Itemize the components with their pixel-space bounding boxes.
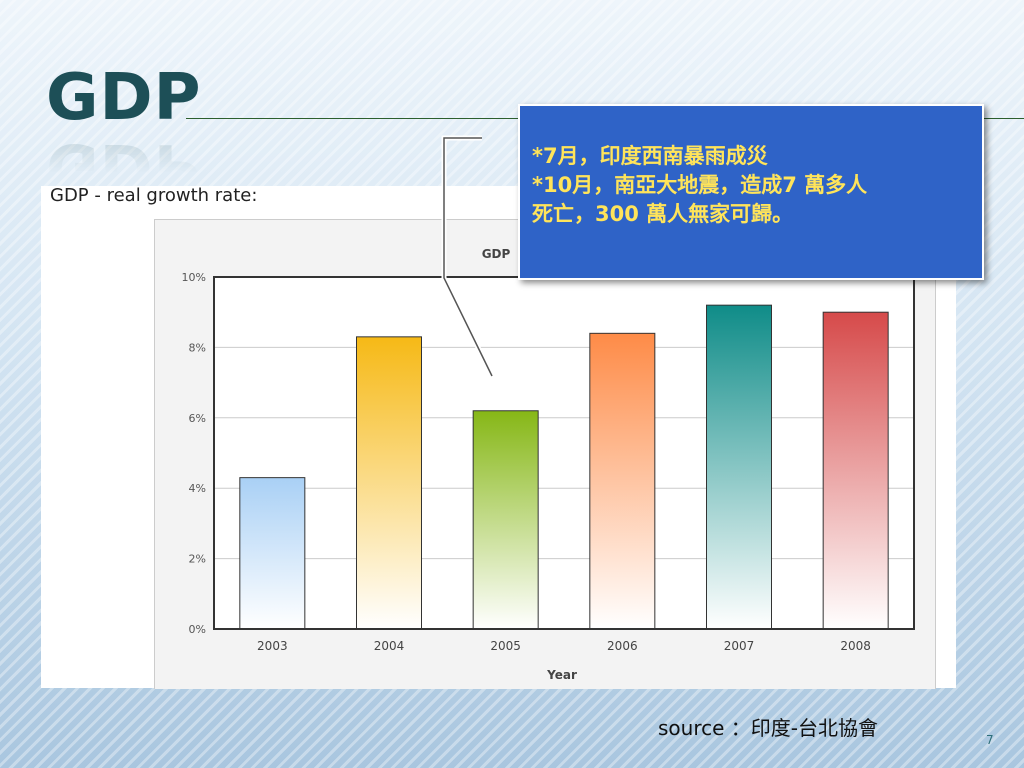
callout-line-1: *7月，印度西南暴雨成災 <box>532 144 768 168</box>
y-tick-label: 0% <box>189 623 206 636</box>
event-callout: *7月，印度西南暴雨成災 *10月，南亞大地震，造成7 萬多人 死亡，300 萬… <box>518 104 984 280</box>
y-tick-label: 6% <box>189 412 206 425</box>
chart-title: GDP <box>482 247 511 261</box>
bar <box>472 410 539 630</box>
bar <box>239 477 306 630</box>
page-number: 7 <box>986 733 994 747</box>
x-tick-label: 2004 <box>374 639 405 653</box>
x-tick-label: 2007 <box>724 639 755 653</box>
bar <box>356 336 422 630</box>
x-axis-label: Year <box>546 668 577 682</box>
y-tick-label: 4% <box>189 482 206 495</box>
x-tick-label: 2008 <box>840 639 871 653</box>
bar <box>589 332 656 630</box>
callout-line-2: *10月，南亞大地震，造成7 萬多人 <box>532 173 868 197</box>
slide-title: GDP <box>46 61 202 135</box>
plot-area <box>214 277 914 629</box>
x-tick-label: 2005 <box>490 639 521 653</box>
x-tick-label: 2003 <box>257 639 288 653</box>
x-tick-label: 2006 <box>607 639 638 653</box>
bar <box>822 311 889 630</box>
bar <box>706 304 772 630</box>
y-tick-label: 8% <box>189 341 206 354</box>
y-tick-label: 10% <box>182 271 206 284</box>
source-note: source ：印度-台北協會 <box>658 716 878 740</box>
callout-line-3: 死亡，300 萬人無家可歸。 <box>532 202 794 226</box>
y-tick-label: 2% <box>189 553 206 566</box>
chart-panel-heading: GDP - real growth rate: <box>50 185 258 206</box>
